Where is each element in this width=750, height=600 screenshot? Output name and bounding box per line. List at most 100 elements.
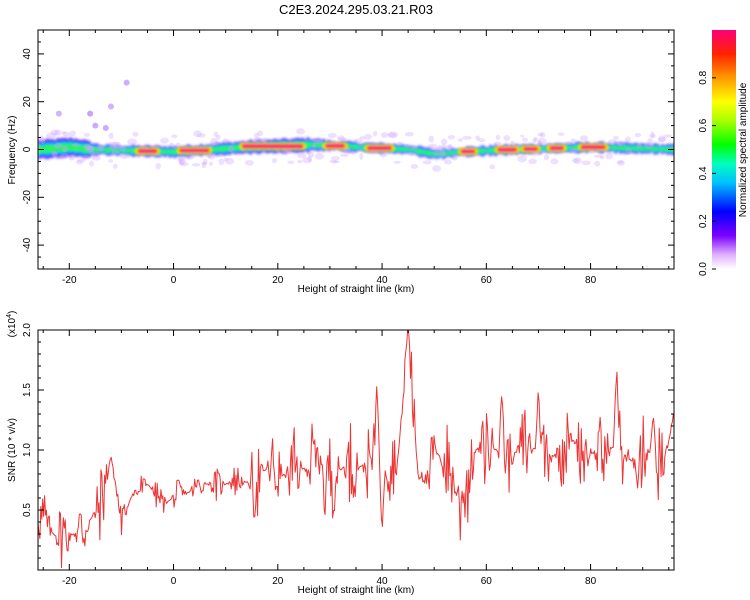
spectrogram-speckle (112, 164, 118, 169)
spectrogram-speckle (593, 154, 603, 158)
spectrogram-cell (236, 145, 240, 151)
spectrogram-speckle (338, 137, 347, 141)
spectrogram-cell (51, 144, 55, 153)
spectrogram-speckle (244, 159, 254, 166)
spectrogram-cell (103, 148, 107, 152)
spectrogram-cell (572, 145, 576, 150)
spectrogram-cell (95, 146, 99, 153)
spectrogram-speckle (537, 140, 542, 146)
spectrogram-speckle (218, 158, 225, 166)
spectrogram-cell (569, 145, 573, 150)
spectrogram-speckle (489, 164, 496, 170)
spectrogram-cell (61, 143, 65, 152)
spectrogram-xtick-label: 80 (585, 275, 597, 286)
spectrogram-speckle (649, 134, 656, 139)
spectrogram-cell (121, 148, 125, 153)
spectrogram-speckle (350, 151, 355, 155)
snr-xtick-label: 0 (171, 576, 177, 587)
spectrogram-cell (53, 144, 57, 152)
spectrogram-cell (647, 146, 652, 151)
spectrogram-speckle (616, 140, 623, 147)
spectrogram-speckle (302, 157, 313, 164)
spectrogram-cell (642, 146, 646, 151)
spectrogram-speckle (327, 132, 337, 139)
spectrogram-speckle (372, 130, 378, 137)
spectrogram-cell (311, 142, 315, 148)
spectrogram-speckle (520, 134, 525, 138)
spectrogram-speckle (643, 142, 654, 149)
spectrogram-cell (428, 151, 433, 156)
spectrogram-cell (663, 147, 667, 151)
spectrogram-speckle (68, 154, 75, 161)
snr-xtick-label: 40 (377, 576, 389, 587)
spectrogram-speckle (410, 163, 419, 170)
spectrogram-cell (395, 147, 399, 151)
spectrogram-cell (653, 146, 657, 152)
spectrogram-peak-core (326, 144, 344, 148)
spectrogram-peak-core (582, 145, 605, 149)
spectrogram-speckle (51, 151, 58, 155)
spectrogram-cell (84, 145, 89, 153)
spectrogram-speckle (287, 160, 295, 164)
spectrogram-speckle (315, 153, 325, 160)
spectrogram-speckle (428, 135, 435, 143)
spectrogram-speckle (380, 151, 387, 158)
spectrogram-speckle (75, 159, 84, 165)
spectrogram-speckle (98, 144, 104, 149)
colorbar-tick-label: 0.8 (698, 70, 709, 84)
spectrogram-speckle (272, 157, 277, 164)
spectrogram-speckle (563, 141, 573, 146)
spectrogram-speckle (177, 156, 186, 162)
spectrogram-speckle (404, 131, 414, 137)
spectrogram-speckle (579, 135, 588, 142)
spectrogram-speckle (625, 147, 633, 155)
colorbar-tick-label: 0.4 (698, 166, 709, 180)
spectrogram-speckle (657, 137, 667, 142)
spectrogram-speckle (56, 155, 66, 160)
spectrogram-cell (423, 150, 427, 155)
spectrogram-speckle (222, 138, 229, 144)
spectrogram-speckle (462, 135, 472, 140)
spectrogram-speckle (203, 158, 208, 165)
spectrogram-speckle (191, 162, 201, 167)
spectrogram-speckle (297, 153, 307, 159)
spectrogram-speckle (253, 132, 259, 138)
spectrogram-cell (228, 145, 232, 152)
spectrogram-cell (350, 144, 354, 149)
spectrogram-cell (408, 147, 412, 152)
spectrogram-cell (410, 148, 414, 152)
spectrogram-axes: -20 0 20 40 60 80 -40 -20 0 20 40 (22, 29, 674, 286)
spectrogram-speckle (332, 160, 340, 164)
spectrogram-ylabel: Frequency (Hz) (7, 116, 18, 185)
spectrogram-cell (230, 146, 235, 151)
spectrogram-speckle (91, 156, 101, 161)
snr-xtick-label: 80 (585, 576, 597, 587)
spectrogram-speckle (225, 157, 235, 165)
snr-xtick-label: 60 (481, 576, 493, 587)
spectrogram-speckle (433, 150, 442, 156)
spectrogram-cell (87, 145, 91, 153)
spectrogram-cell (455, 150, 459, 154)
spectrogram-speckle (457, 138, 463, 142)
spectrogram-cell (105, 147, 109, 153)
spectrogram-peak-core (243, 144, 302, 148)
spectrogram-cell (655, 146, 659, 152)
spectrogram-speckle (436, 146, 442, 150)
spectrogram-cell (225, 145, 229, 152)
spectrogram-speckle (619, 142, 626, 146)
snr-ytick-label: 1.0 (22, 443, 33, 457)
spectrogram-cell (640, 146, 644, 151)
spectrogram-speckle (82, 143, 93, 151)
spectrogram-speckle (539, 149, 546, 154)
spectrogram-cell (110, 148, 115, 152)
spectrogram-cell (43, 145, 47, 154)
spectrogram-speckle (359, 153, 364, 160)
spectrogram-speckle (92, 151, 101, 157)
spectrogram-cell (212, 147, 216, 152)
spectrogram-cell (444, 151, 448, 156)
spectrogram-cell (168, 149, 172, 155)
spectrogram-cell (491, 148, 495, 153)
spectrogram-speckle (197, 133, 206, 138)
spectrogram-xtick-label: 40 (377, 275, 389, 286)
